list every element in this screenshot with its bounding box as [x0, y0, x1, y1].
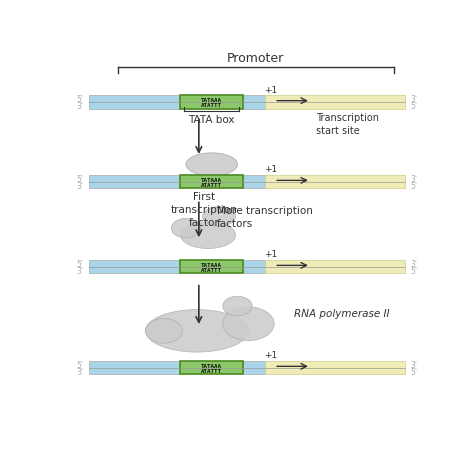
Bar: [89, 260, 181, 274]
Bar: [265, 260, 404, 274]
Bar: [181, 260, 243, 274]
Text: 3': 3': [76, 266, 83, 275]
Text: 5': 5': [76, 174, 83, 184]
Text: TATAAA: TATAAA: [201, 262, 222, 267]
Bar: [265, 361, 404, 375]
Bar: [89, 361, 181, 375]
Bar: [243, 361, 265, 375]
Text: Transcription
start site: Transcription start site: [317, 113, 379, 136]
Text: TATAAA: TATAAA: [201, 177, 222, 182]
Text: +1: +1: [264, 351, 277, 359]
Text: 5': 5': [410, 367, 417, 376]
Ellipse shape: [171, 219, 201, 238]
Ellipse shape: [223, 307, 274, 341]
Text: +1: +1: [264, 165, 277, 174]
Text: First
transcription
factor: First transcription factor: [171, 192, 238, 227]
Text: 3': 3': [76, 367, 83, 376]
Ellipse shape: [202, 207, 236, 227]
Text: 3': 3': [410, 174, 417, 184]
Text: 3': 3': [76, 181, 83, 190]
Text: ATATTT: ATATTT: [201, 368, 222, 373]
Bar: [181, 176, 243, 189]
Ellipse shape: [186, 153, 237, 176]
Bar: [89, 96, 181, 110]
Text: More transcription
factors: More transcription factors: [217, 205, 313, 228]
Text: 5': 5': [76, 259, 83, 268]
Text: TATAAA: TATAAA: [201, 363, 222, 368]
Text: +1: +1: [264, 85, 277, 95]
Text: TATAAA: TATAAA: [201, 98, 222, 103]
Bar: [243, 176, 265, 189]
Bar: [89, 176, 181, 189]
Bar: [265, 176, 404, 189]
Text: 5': 5': [410, 266, 417, 275]
Text: 3': 3': [410, 259, 417, 268]
Text: 5': 5': [76, 95, 83, 104]
Bar: [243, 260, 265, 274]
Text: ATATTT: ATATTT: [201, 103, 222, 108]
Text: +1: +1: [264, 250, 277, 259]
Text: ATATTT: ATATTT: [201, 182, 222, 187]
Text: TATA box: TATA box: [189, 114, 235, 124]
Text: RNA polymerase II: RNA polymerase II: [294, 308, 390, 319]
Text: 5': 5': [76, 360, 83, 369]
Ellipse shape: [181, 223, 236, 249]
Text: 5': 5': [410, 101, 417, 111]
Text: 3': 3': [410, 95, 417, 104]
Bar: [243, 96, 265, 110]
Bar: [181, 361, 243, 375]
Ellipse shape: [146, 319, 182, 343]
Text: 3': 3': [410, 360, 417, 369]
Ellipse shape: [223, 297, 252, 316]
Bar: [181, 96, 243, 110]
Text: ATATTT: ATATTT: [201, 267, 222, 272]
Bar: [265, 96, 404, 110]
Text: Promoter: Promoter: [227, 52, 284, 65]
Text: 5': 5': [410, 181, 417, 190]
Ellipse shape: [146, 310, 248, 353]
Text: 3': 3': [76, 101, 83, 111]
